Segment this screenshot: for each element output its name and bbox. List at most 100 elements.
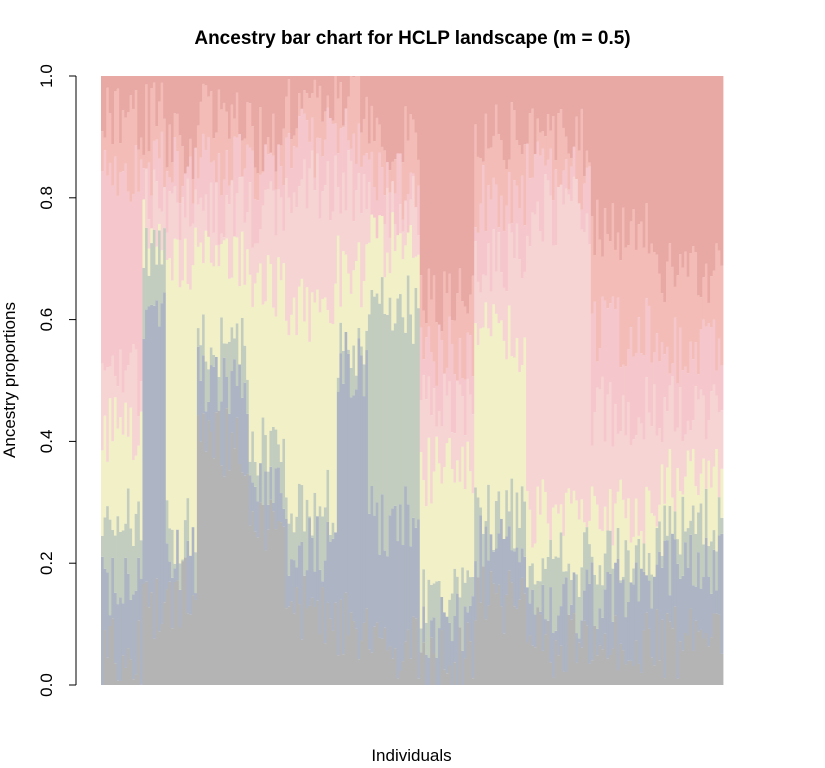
ancestry-segment	[471, 576, 475, 597]
ancestry-segment	[279, 522, 283, 685]
ancestry-segment	[634, 435, 638, 499]
individual-bar	[554, 76, 558, 685]
ancestry-segment	[697, 495, 701, 513]
ancestry-segment	[526, 491, 530, 588]
ancestry-segment	[598, 76, 602, 240]
individual-bar	[497, 76, 501, 685]
ancestry-segment	[399, 504, 403, 672]
ancestry-segment	[551, 558, 555, 634]
ancestry-segment	[126, 191, 130, 366]
ancestry-segment	[647, 253, 651, 306]
ancestry-segment	[471, 678, 475, 685]
ancestry-segment	[678, 491, 682, 555]
ancestry-segment	[406, 76, 410, 141]
ancestry-segment	[256, 475, 260, 502]
ancestry-segment	[601, 649, 605, 685]
individual-bar	[393, 76, 397, 685]
ancestry-segment	[497, 232, 501, 324]
ancestry-segment	[168, 124, 172, 178]
ancestry-segment	[220, 195, 224, 234]
ancestry-segment	[406, 629, 410, 685]
ancestry-segment	[375, 76, 379, 118]
ancestry-segment	[354, 76, 358, 164]
ancestry-segment	[111, 355, 115, 442]
chart-title: Ancestry bar chart for HCLP landscape (m…	[194, 28, 631, 49]
individual-bar	[443, 76, 447, 685]
ancestry-segment	[632, 76, 636, 209]
individual-bar	[510, 76, 514, 685]
ancestry-segment	[297, 286, 301, 484]
ancestry-segment	[704, 326, 708, 440]
ancestry-segment	[608, 654, 612, 685]
individual-bar	[119, 76, 123, 685]
ancestry-segment	[207, 369, 211, 402]
ancestry-segment	[720, 76, 724, 266]
ancestry-segment	[352, 77, 356, 134]
individual-bar	[383, 76, 387, 685]
ancestry-segment	[401, 231, 405, 260]
ancestry-segment	[313, 177, 317, 191]
ancestry-segment	[710, 391, 714, 488]
ancestry-segment	[686, 373, 690, 421]
ancestry-segment	[663, 678, 667, 685]
ancestry-segment	[715, 551, 719, 591]
ancestry-segment	[665, 411, 669, 468]
ancestry-segment	[391, 330, 395, 509]
ancestry-segment	[373, 141, 377, 188]
individual-bar	[456, 76, 460, 685]
ancestry-segment	[412, 343, 415, 518]
ancestry-segment	[422, 606, 426, 643]
ancestry-segment	[492, 304, 496, 551]
ancestry-segment	[564, 577, 568, 673]
ancestry-segment	[251, 76, 255, 127]
ancestry-segment	[396, 541, 400, 679]
individual-bar	[461, 76, 465, 685]
ancestry-segment	[339, 213, 343, 307]
ancestry-segment	[546, 180, 550, 524]
ancestry-segment	[484, 275, 488, 303]
ancestry-segment	[570, 200, 574, 504]
ancestry-segment	[207, 76, 211, 97]
individual-bar	[546, 76, 550, 685]
ancestry-segment	[580, 620, 584, 648]
individual-bar	[528, 76, 532, 685]
individual-bar	[531, 76, 535, 685]
ancestry-segment	[484, 302, 488, 522]
ancestry-segment	[272, 76, 276, 114]
ancestry-segment	[134, 590, 138, 675]
ancestry-segment	[707, 460, 711, 547]
ancestry-segment	[139, 540, 143, 580]
ancestry-segment	[326, 95, 330, 108]
x-axis-label: Individuals	[371, 746, 452, 765]
ancestry-segment	[352, 76, 356, 78]
ancestry-segment	[443, 373, 447, 468]
ancestry-segment	[624, 518, 628, 541]
ancestry-segment	[367, 76, 371, 144]
ancestry-segment	[608, 530, 612, 574]
ancestry-segment	[412, 119, 415, 174]
ancestry-segment	[264, 471, 268, 551]
ancestry-segment	[681, 496, 685, 576]
ancestry-segment	[712, 613, 716, 685]
ancestry-segment	[608, 573, 612, 655]
ancestry-segment	[668, 595, 672, 622]
ancestry-segment	[448, 316, 452, 382]
ancestry-segment	[279, 493, 283, 523]
ancestry-segment	[577, 519, 581, 597]
ancestry-segment	[564, 492, 568, 572]
ancestry-segment	[121, 530, 125, 604]
ancestry-segment	[342, 654, 346, 685]
ancestry-segment	[308, 98, 312, 142]
ancestry-segment	[487, 76, 491, 149]
ancestry-segment	[686, 76, 690, 277]
ancestry-segment	[227, 204, 231, 279]
ancestry-segment	[461, 650, 465, 685]
individual-bar	[450, 76, 454, 685]
ancestry-segment	[111, 185, 115, 356]
ancestry-segment	[380, 146, 384, 168]
individual-bar	[536, 76, 540, 685]
individual-bar	[580, 76, 584, 685]
ancestry-segment	[227, 278, 231, 342]
individual-bar	[334, 76, 338, 685]
ancestry-segment	[256, 76, 260, 174]
